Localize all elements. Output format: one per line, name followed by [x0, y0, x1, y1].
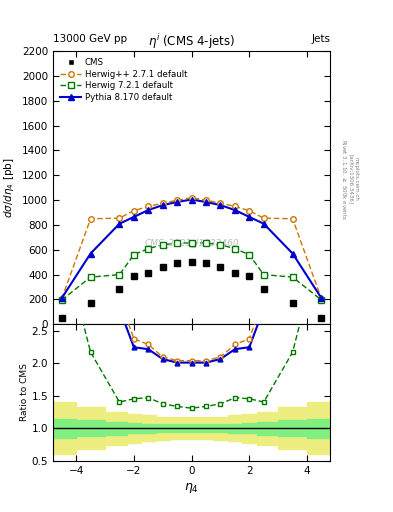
Y-axis label: Ratio to CMS: Ratio to CMS — [20, 364, 29, 421]
Text: Rivet 3.1.10, $\geq$ 500k events: Rivet 3.1.10, $\geq$ 500k events — [340, 139, 347, 220]
Legend: CMS, Herwig++ 2.7.1 default, Herwig 7.2.1 default, Pythia 8.170 default: CMS, Herwig++ 2.7.1 default, Herwig 7.2.… — [57, 55, 190, 104]
Text: 13000 GeV pp: 13000 GeV pp — [53, 33, 127, 44]
X-axis label: $\eta_4$: $\eta_4$ — [184, 481, 199, 495]
Title: $\eta^i$ (CMS 4-jets): $\eta^i$ (CMS 4-jets) — [148, 32, 235, 51]
Text: mcplots.cern.ch: mcplots.cern.ch — [354, 157, 359, 201]
Y-axis label: $d\sigma/d\eta_4$ [pb]: $d\sigma/d\eta_4$ [pb] — [2, 158, 17, 218]
Text: Jets: Jets — [311, 33, 330, 44]
Text: [arXiv:1306.3436]: [arXiv:1306.3436] — [348, 154, 353, 204]
Text: CMS_2021_I1932460: CMS_2021_I1932460 — [144, 238, 239, 247]
